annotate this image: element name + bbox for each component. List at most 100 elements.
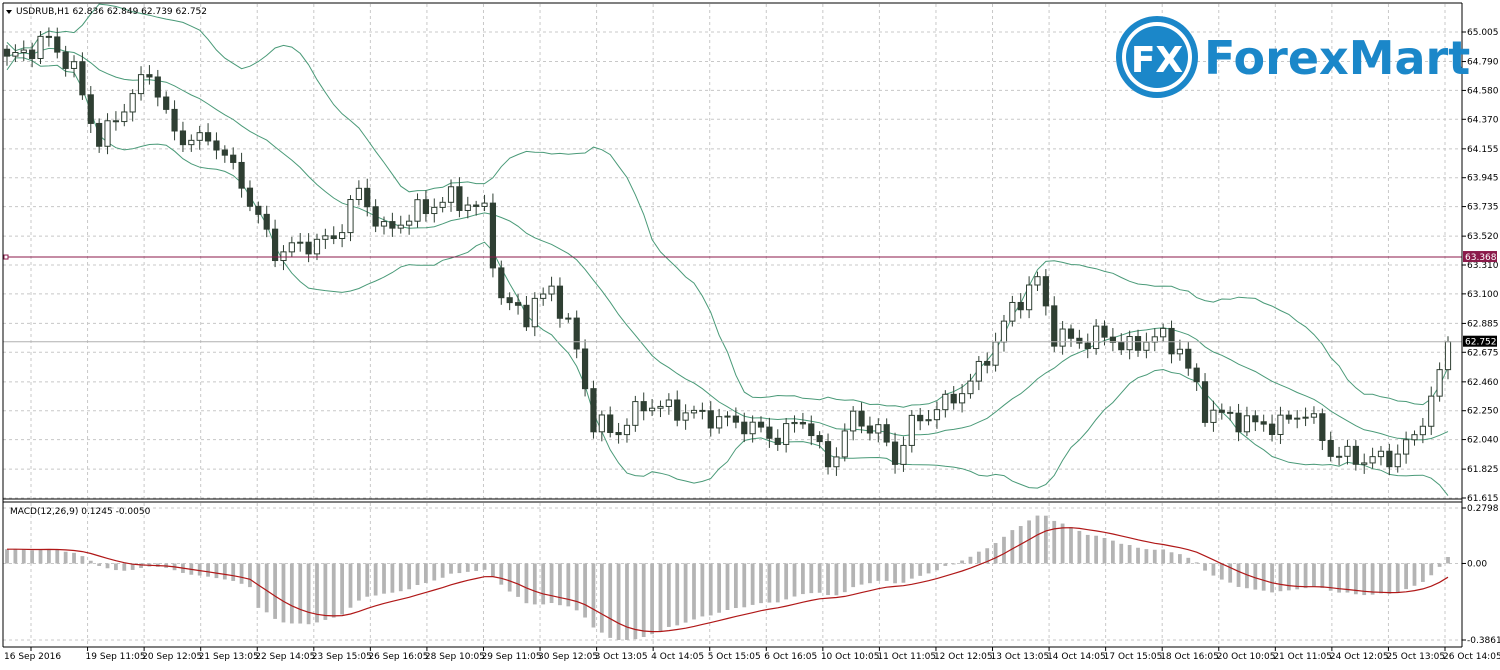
candle [20,40,27,61]
macd-bar [884,563,889,581]
candle [29,42,36,68]
candle-body [649,407,656,412]
macd-bar [356,563,361,601]
macd-bar [801,563,805,595]
candle [850,406,857,441]
candle [573,310,580,359]
macd-bar [432,563,437,581]
candle [12,44,19,63]
candle [1243,406,1251,437]
candle [774,429,781,451]
candle [1344,439,1351,465]
candle [439,196,446,213]
candle-body [1143,341,1150,351]
candle [1126,330,1133,360]
candle-body [1277,414,1284,435]
candle [1026,276,1033,319]
price-tick-label: 63.520 [1467,232,1499,242]
candle [1134,329,1142,357]
candle [665,393,672,415]
candle-body [280,251,287,262]
candle [221,145,228,163]
time-tick-label: 3 Oct 13:05 [595,652,648,662]
candle-body [816,435,823,443]
candle [749,415,756,443]
candle-body [615,432,622,436]
macd-bar [1437,563,1442,567]
price-tick-label: 62.250 [1467,407,1499,417]
candle [339,224,346,248]
macd-bar [1178,554,1182,564]
candle-body [741,421,748,435]
macd-bar [1119,543,1124,564]
macd-bar [1035,515,1040,564]
candle [556,277,564,328]
macd-bar [775,563,780,603]
candle [473,200,480,216]
macd-bar [63,551,68,564]
candle [37,31,44,65]
time-tick-label: 29 Sep 11:05 [481,652,541,662]
candle [1151,328,1158,352]
candle-body [1059,328,1066,347]
macd-bar [315,563,319,623]
candle [598,410,605,442]
candle-body [1428,395,1435,427]
candle-body [54,36,61,53]
candle-body [154,76,161,98]
candle-body [447,186,455,203]
macd-bar [1295,563,1300,590]
candle-body [716,416,723,429]
time-tick-label: 28 Sep 10:05 [425,652,485,662]
candle-body [146,74,153,78]
candle [1403,431,1410,464]
macd-bar [331,563,336,618]
candle-body [808,423,815,437]
candle [347,195,354,242]
macd-bar [440,563,445,578]
candle [322,228,329,249]
macd-bar [1144,549,1149,564]
candle-body [129,93,136,113]
candle [96,118,103,153]
symbol-dropdown-icon[interactable] [6,10,12,14]
candle-body [674,399,681,421]
macd-bar [826,563,830,596]
macd-bar [1337,563,1341,593]
candle [858,402,865,434]
candle-body [1352,445,1359,465]
macd-bar [407,563,412,590]
candle [45,27,52,47]
candle [741,412,748,443]
candle [414,193,421,228]
candle [498,260,505,305]
macd-signal-line [7,527,1449,633]
bollinger-lower [6,57,1449,496]
candle-body [1444,341,1452,371]
candle [875,418,882,443]
macd-bar [281,563,286,623]
macd-bar [725,563,730,610]
candle-body [1294,417,1301,420]
candle [1310,406,1318,424]
candle-body [112,120,120,123]
price-tick-label: 63.945 [1467,174,1499,184]
candle [657,400,664,418]
candle-body [70,61,78,69]
price-tick-label: 64.370 [1467,115,1499,125]
candle [682,404,689,430]
candle [54,27,61,59]
candle [607,406,614,438]
candle [548,276,555,302]
candle-body [967,380,974,395]
candle [757,416,765,433]
symbol-info: USDRUB,H1 62.836 62.849 62.739 62.752 [16,7,207,17]
price-level-handle[interactable] [3,254,9,260]
macd-bar [348,563,353,608]
candle [514,293,522,315]
macd-bar [608,563,613,638]
candle [1118,333,1125,355]
macd-bar [658,563,663,631]
candle-body [313,238,321,255]
